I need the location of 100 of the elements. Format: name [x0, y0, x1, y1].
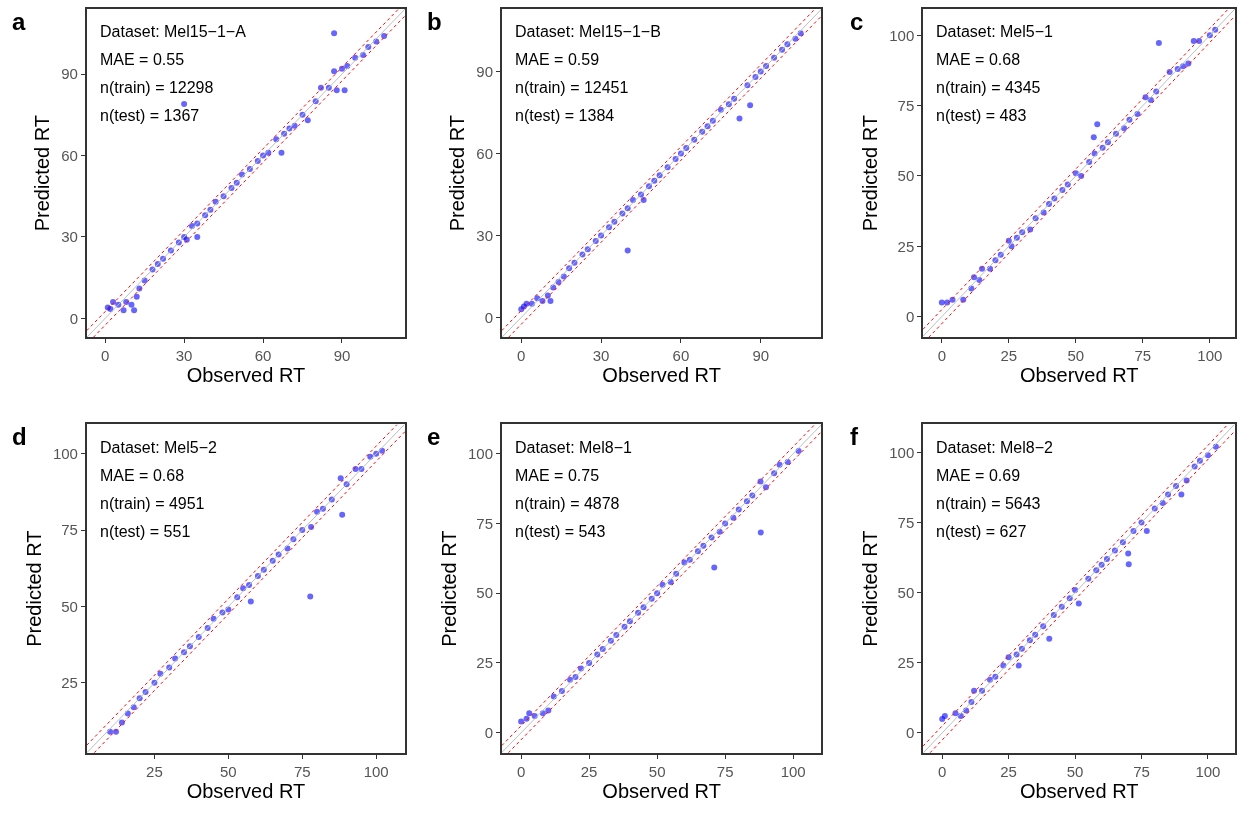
y-tick-label: 0	[905, 307, 915, 325]
point	[339, 511, 346, 518]
point	[131, 307, 138, 314]
x-axis-title: Observed RT	[602, 779, 721, 802]
point	[1094, 121, 1101, 128]
x-tick-label: 0	[937, 347, 946, 365]
x-tick-label: 100	[1195, 762, 1221, 780]
y-axis-title: Predicted RT	[859, 530, 882, 647]
annotation: n(train) = 4951	[100, 495, 205, 512]
x-tick-label: 100	[1197, 347, 1223, 365]
point	[747, 102, 754, 109]
annotation: n(test) = 543	[515, 523, 606, 540]
annotation: MAE = 0.68	[936, 51, 1021, 68]
x-tick-label: 0	[517, 347, 526, 365]
x-tick-label: 25	[146, 762, 163, 780]
annotation: n(test) = 1367	[100, 107, 200, 124]
y-tick-label: 75	[61, 521, 78, 539]
y-tick-label: 100	[889, 26, 915, 44]
x-tick-label: 25	[580, 762, 598, 780]
annotation: n(train) = 12298	[100, 79, 214, 96]
x-tick-label: 25	[1000, 762, 1017, 780]
x-axis-title: Observed RT	[1019, 779, 1139, 802]
y-tick-label: 75	[476, 514, 494, 532]
annotation: MAE = 0.59	[515, 51, 600, 68]
annotation: n(test) = 551	[100, 523, 191, 540]
annotation: Dataset: Mel5−1	[936, 23, 1054, 40]
point	[331, 68, 338, 75]
x-tick-label: 75	[1133, 762, 1150, 780]
x-tick-label: 60	[254, 347, 272, 365]
x-tick-label: 50	[220, 762, 237, 780]
y-tick-label: 90	[61, 65, 78, 83]
point	[337, 475, 344, 482]
y-tick-label: 75	[897, 513, 915, 531]
point	[547, 298, 554, 305]
point	[304, 117, 311, 124]
annotation: n(train) = 4345	[936, 79, 1041, 96]
y-tick-label: 30	[61, 228, 78, 246]
y-tick-label: 100	[52, 444, 78, 462]
x-tick-label: 50	[648, 762, 666, 780]
y-tick-label: 0	[905, 724, 915, 742]
point	[757, 529, 764, 536]
y-tick-label: 50	[897, 167, 915, 185]
chart-title: b	[427, 8, 442, 35]
y-tick-label: 100	[889, 443, 915, 461]
x-tick-label: 90	[333, 347, 351, 365]
annotation: MAE = 0.55	[100, 51, 185, 68]
annotation: n(train) = 4878	[515, 495, 620, 512]
x-tick-label: 0	[516, 762, 526, 780]
chart-title: f	[850, 423, 859, 450]
y-tick-label: 50	[476, 584, 494, 602]
x-axis-title: Observed RT	[1019, 364, 1139, 387]
point	[307, 593, 314, 600]
x-tick-label: 30	[175, 347, 193, 365]
y-tick-label: 100	[468, 444, 494, 462]
point	[1046, 635, 1053, 642]
x-tick-label: 25	[1000, 347, 1018, 365]
point	[1125, 550, 1132, 557]
point	[341, 87, 348, 94]
annotation: Dataset: Mel15−1−A	[100, 23, 247, 40]
y-tick-label: 0	[484, 724, 494, 741]
point	[1090, 134, 1097, 141]
chart-title: e	[427, 423, 441, 450]
annotation: n(test) = 1384	[515, 107, 615, 124]
point	[1190, 38, 1197, 44]
annotation: MAE = 0.68	[100, 467, 185, 484]
point	[120, 307, 127, 314]
point	[278, 149, 285, 156]
point	[133, 293, 140, 300]
y-tick-label: 50	[61, 597, 78, 615]
annotation: Dataset: Mel15−1−B	[515, 23, 661, 40]
annotation: Dataset: Mel8−1	[515, 439, 633, 456]
y-axis-title: Predicted RT	[438, 530, 461, 647]
y-tick-label: 0	[69, 309, 78, 327]
point	[331, 30, 338, 37]
point	[526, 710, 533, 717]
x-tick-label: 100	[780, 762, 806, 780]
point	[1125, 561, 1132, 568]
x-tick-label: 0	[938, 762, 947, 780]
x-tick-label: 0	[100, 347, 110, 365]
point	[736, 115, 743, 122]
annotation: MAE = 0.69	[936, 467, 1021, 484]
x-tick-label: 100	[363, 762, 389, 780]
x-tick-label: 50	[1067, 347, 1085, 365]
annotation: n(train) = 12451	[515, 79, 629, 96]
y-axis-title: Predicted RT	[859, 114, 882, 232]
y-axis-title: Predicted RT	[22, 530, 45, 647]
annotation: n(test) = 627	[936, 523, 1027, 540]
point	[944, 299, 951, 306]
y-tick-label: 30	[476, 226, 494, 244]
point	[1005, 654, 1012, 661]
y-axis-title: Predicted RT	[446, 114, 469, 232]
point	[1015, 662, 1022, 669]
y-tick-label: 25	[897, 654, 915, 672]
point	[624, 247, 631, 254]
point	[333, 87, 340, 94]
y-tick-label: 90	[476, 62, 494, 80]
point	[1155, 39, 1162, 46]
x-tick-label: 30	[592, 347, 610, 365]
y-tick-label: 25	[476, 654, 494, 672]
x-tick-label: 75	[716, 762, 734, 780]
